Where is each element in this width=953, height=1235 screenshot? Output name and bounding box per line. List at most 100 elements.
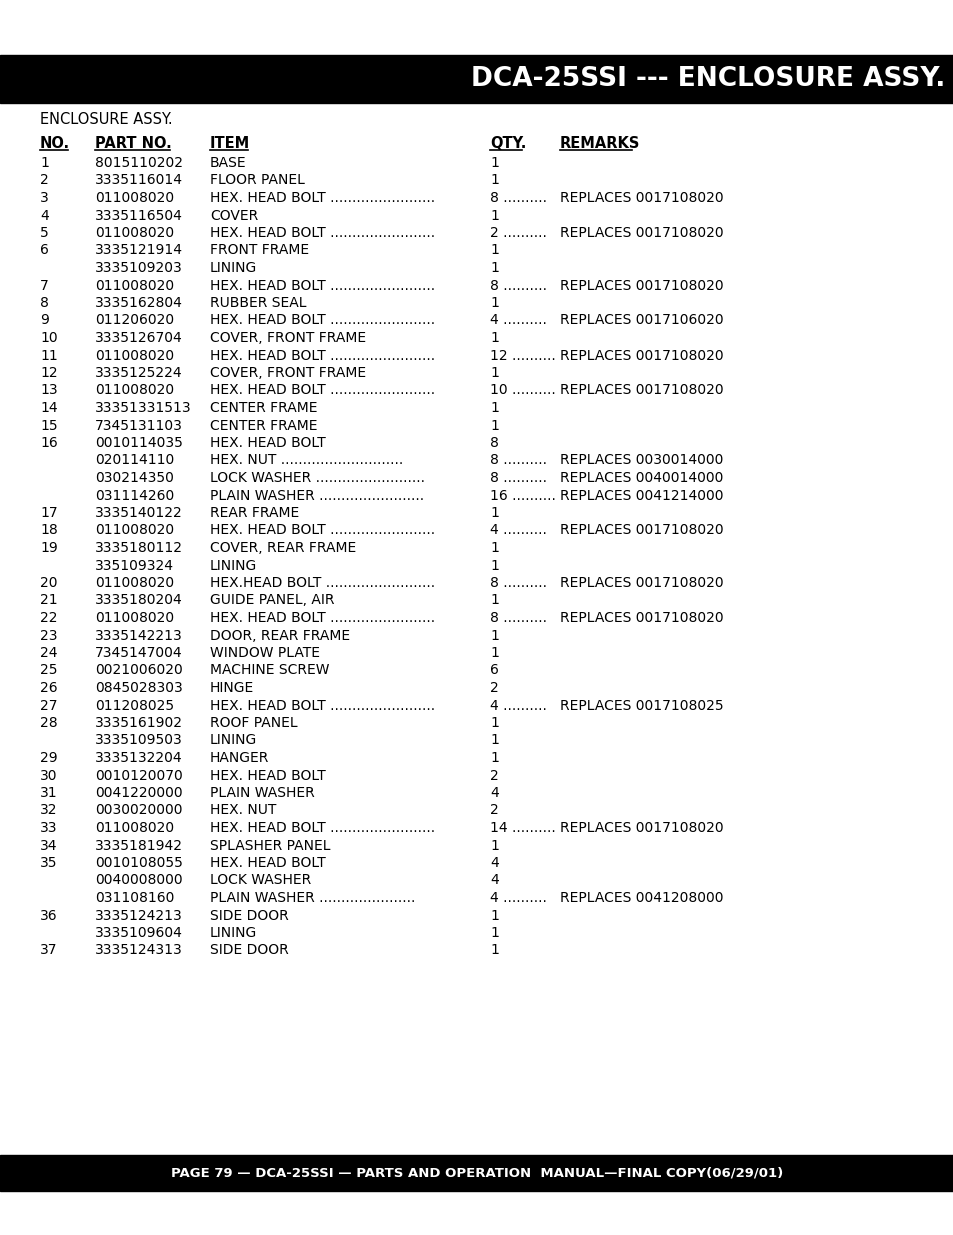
Text: REPLACES 0017108020: REPLACES 0017108020 xyxy=(559,821,723,835)
Text: 3335116014: 3335116014 xyxy=(95,173,183,188)
Text: 18: 18 xyxy=(40,524,58,537)
Text: 4: 4 xyxy=(40,209,49,222)
Text: 0010108055: 0010108055 xyxy=(95,856,183,869)
Text: 3335142213: 3335142213 xyxy=(95,629,183,642)
Text: HEX. NUT: HEX. NUT xyxy=(210,804,276,818)
Text: 3335124313: 3335124313 xyxy=(95,944,183,957)
Bar xyxy=(0,1155,953,1191)
Text: 28: 28 xyxy=(40,716,57,730)
Text: 1: 1 xyxy=(40,156,49,170)
Text: 1: 1 xyxy=(490,366,498,380)
Text: REMARKS: REMARKS xyxy=(559,136,639,151)
Text: HEX. HEAD BOLT ........................: HEX. HEAD BOLT ........................ xyxy=(210,279,435,293)
Text: 011008020: 011008020 xyxy=(95,821,174,835)
Text: REPLACES 0017108020: REPLACES 0017108020 xyxy=(559,279,723,293)
Text: 2: 2 xyxy=(40,173,49,188)
Text: PLAIN WASHER ........................: PLAIN WASHER ........................ xyxy=(210,489,424,503)
Text: LOCK WASHER: LOCK WASHER xyxy=(210,873,311,888)
Text: 1: 1 xyxy=(490,173,498,188)
Text: LINING: LINING xyxy=(210,261,257,275)
Text: 12: 12 xyxy=(40,366,57,380)
Text: REPLACES 0017108020: REPLACES 0017108020 xyxy=(559,611,723,625)
Text: 011206020: 011206020 xyxy=(95,314,174,327)
Text: PLAIN WASHER ......................: PLAIN WASHER ...................... xyxy=(210,890,415,905)
Text: ITEM: ITEM xyxy=(210,136,250,151)
Text: LOCK WASHER .........................: LOCK WASHER ......................... xyxy=(210,471,424,485)
Text: 36: 36 xyxy=(40,909,57,923)
Text: COVER, FRONT FRAME: COVER, FRONT FRAME xyxy=(210,331,366,345)
Text: 011008020: 011008020 xyxy=(95,226,174,240)
Text: HEX. HEAD BOLT ........................: HEX. HEAD BOLT ........................ xyxy=(210,524,435,537)
Text: HEX. HEAD BOLT: HEX. HEAD BOLT xyxy=(210,768,325,783)
Text: 14 ..........: 14 .......... xyxy=(490,821,556,835)
Text: 7: 7 xyxy=(40,279,49,293)
Text: HEX. HEAD BOLT ........................: HEX. HEAD BOLT ........................ xyxy=(210,226,435,240)
Text: 3: 3 xyxy=(40,191,49,205)
Text: 3335125224: 3335125224 xyxy=(95,366,182,380)
Text: 23: 23 xyxy=(40,629,57,642)
Text: SPLASHER PANEL: SPLASHER PANEL xyxy=(210,839,330,852)
Text: 011008020: 011008020 xyxy=(95,524,174,537)
Text: HEX. HEAD BOLT ........................: HEX. HEAD BOLT ........................ xyxy=(210,821,435,835)
Text: 4: 4 xyxy=(490,785,498,800)
Text: 335109324: 335109324 xyxy=(95,558,173,573)
Text: 8 ..........: 8 .......... xyxy=(490,576,546,590)
Text: 1: 1 xyxy=(490,839,498,852)
Text: QTY.: QTY. xyxy=(490,136,526,151)
Text: 6: 6 xyxy=(40,243,49,258)
Text: 0021006020: 0021006020 xyxy=(95,663,183,678)
Text: 2: 2 xyxy=(490,804,498,818)
Text: 11: 11 xyxy=(40,348,58,363)
Text: HEX. HEAD BOLT ........................: HEX. HEAD BOLT ........................ xyxy=(210,699,435,713)
Text: 35: 35 xyxy=(40,856,57,869)
Text: 030214350: 030214350 xyxy=(95,471,173,485)
Text: 32: 32 xyxy=(40,804,57,818)
Text: REPLACES 0017108020: REPLACES 0017108020 xyxy=(559,348,723,363)
Text: 011008020: 011008020 xyxy=(95,279,174,293)
Text: 9: 9 xyxy=(40,314,49,327)
Text: 1: 1 xyxy=(490,331,498,345)
Text: HEX. HEAD BOLT ........................: HEX. HEAD BOLT ........................ xyxy=(210,314,435,327)
Text: 21: 21 xyxy=(40,594,57,608)
Text: 1: 1 xyxy=(490,751,498,764)
Text: 011008020: 011008020 xyxy=(95,384,174,398)
Text: 3335109503: 3335109503 xyxy=(95,734,183,747)
Text: HANGER: HANGER xyxy=(210,751,269,764)
Text: 0041220000: 0041220000 xyxy=(95,785,182,800)
Text: 3335180204: 3335180204 xyxy=(95,594,183,608)
Text: 4 ..........: 4 .......... xyxy=(490,314,546,327)
Text: ROOF PANEL: ROOF PANEL xyxy=(210,716,297,730)
Text: 8 ..........: 8 .......... xyxy=(490,279,546,293)
Text: GUIDE PANEL, AIR: GUIDE PANEL, AIR xyxy=(210,594,335,608)
Text: 020114110: 020114110 xyxy=(95,453,174,468)
Text: 011008020: 011008020 xyxy=(95,576,174,590)
Text: 031114260: 031114260 xyxy=(95,489,174,503)
Text: 8 ..........: 8 .......... xyxy=(490,191,546,205)
Text: 4 ..........: 4 .......... xyxy=(490,890,546,905)
Text: 1: 1 xyxy=(490,243,498,258)
Text: HEX. HEAD BOLT ........................: HEX. HEAD BOLT ........................ xyxy=(210,348,435,363)
Text: 33351331513: 33351331513 xyxy=(95,401,192,415)
Text: BASE: BASE xyxy=(210,156,247,170)
Text: 1: 1 xyxy=(490,506,498,520)
Text: 5: 5 xyxy=(40,226,49,240)
Text: HEX. HEAD BOLT: HEX. HEAD BOLT xyxy=(210,856,325,869)
Text: HEX. HEAD BOLT ........................: HEX. HEAD BOLT ........................ xyxy=(210,191,435,205)
Text: SIDE DOOR: SIDE DOOR xyxy=(210,909,289,923)
Text: REPLACES 0017108020: REPLACES 0017108020 xyxy=(559,191,723,205)
Text: 1: 1 xyxy=(490,156,498,170)
Text: 8 ..........: 8 .......... xyxy=(490,453,546,468)
Text: 7345131103: 7345131103 xyxy=(95,419,183,432)
Text: 13: 13 xyxy=(40,384,57,398)
Text: REPLACES 0040014000: REPLACES 0040014000 xyxy=(559,471,722,485)
Text: 0040008000: 0040008000 xyxy=(95,873,182,888)
Text: 37: 37 xyxy=(40,944,57,957)
Text: LINING: LINING xyxy=(210,558,257,573)
Text: 3335181942: 3335181942 xyxy=(95,839,183,852)
Text: 1: 1 xyxy=(490,716,498,730)
Text: 1: 1 xyxy=(490,629,498,642)
Text: 8015110202: 8015110202 xyxy=(95,156,183,170)
Text: 33: 33 xyxy=(40,821,57,835)
Text: HINGE: HINGE xyxy=(210,680,254,695)
Text: 0010114035: 0010114035 xyxy=(95,436,183,450)
